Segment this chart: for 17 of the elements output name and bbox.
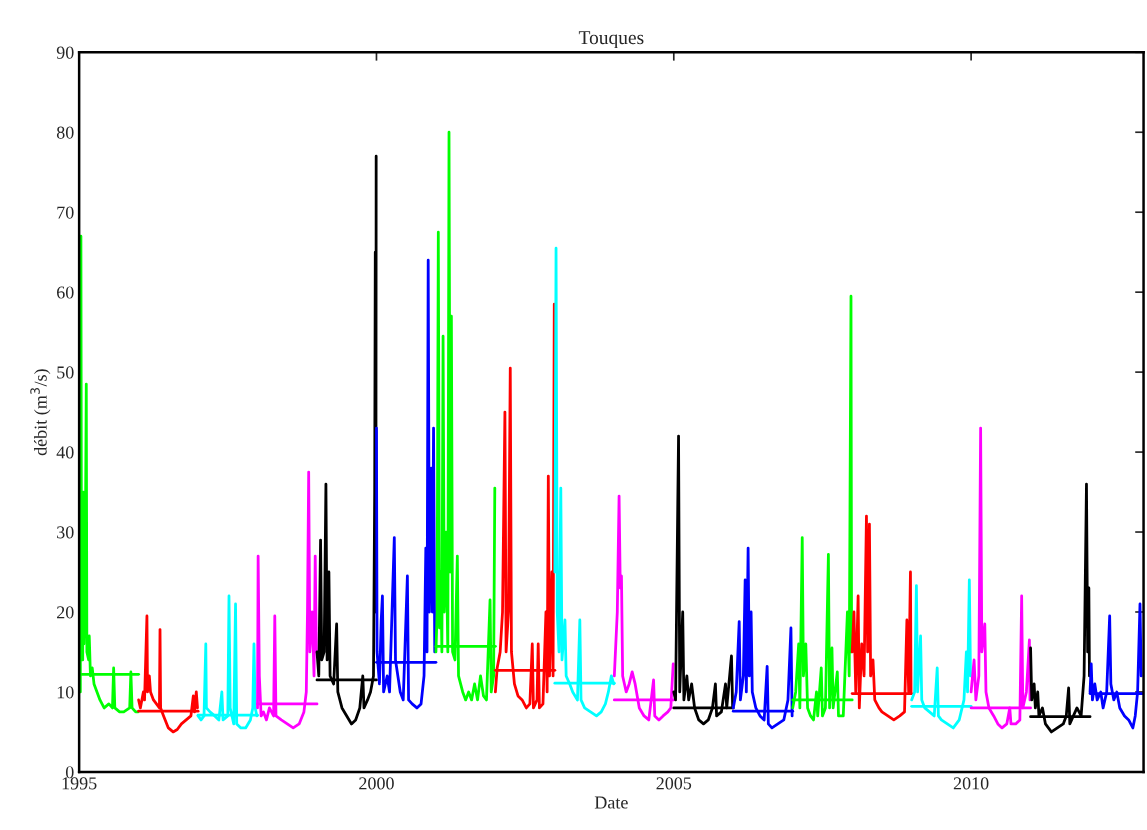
x-tick-label: 2010 <box>953 777 989 790</box>
y-tick-label: 80 <box>56 126 74 139</box>
x-tick-label: 1995 <box>62 777 97 790</box>
y-tick-label: 30 <box>57 526 74 539</box>
y-tick-label: 60 <box>57 286 74 299</box>
chart-title: Touques <box>578 31 644 49</box>
y-tick-label: 90 <box>56 46 74 59</box>
y-tick-label: 0 <box>65 766 74 779</box>
x-tick-label: 2005 <box>656 777 692 790</box>
y-tick-label: 70 <box>57 206 74 219</box>
y-tick-label: 40 <box>56 446 74 459</box>
x-axis-title: Date <box>594 796 628 809</box>
y-tick-label: 20 <box>57 606 74 619</box>
y-tick-label: 50 <box>57 366 74 379</box>
y-axis-title: débit (m$^{3}$/s) <box>30 369 51 456</box>
x-tick-label: 2000 <box>359 777 394 790</box>
y-tick-label: 10 <box>57 686 74 699</box>
